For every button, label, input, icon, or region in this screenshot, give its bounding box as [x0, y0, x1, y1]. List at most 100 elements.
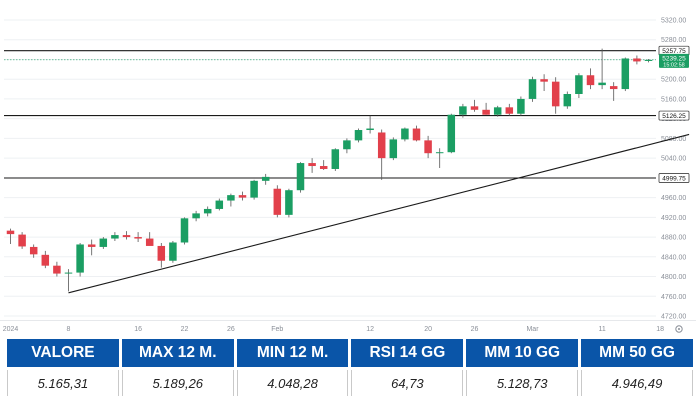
- y-tick-label: 4840.00: [661, 254, 686, 261]
- x-tick-label: Feb: [271, 326, 283, 333]
- candle-down: [586, 75, 595, 86]
- candle-up: [169, 242, 177, 261]
- candle-down: [157, 245, 166, 261]
- candle-down: [470, 106, 479, 110]
- candle-up: [401, 128, 409, 140]
- candle-down: [145, 238, 154, 246]
- candle-down: [505, 107, 514, 114]
- y-tick-label: 4960.00: [661, 195, 686, 202]
- candle-down: [122, 235, 131, 238]
- y-tick-label: 5080.00: [661, 136, 686, 143]
- candle-up: [111, 235, 119, 239]
- candle-up: [215, 200, 224, 209]
- x-tick-label: Mar: [526, 326, 539, 333]
- candle-down: [29, 246, 38, 255]
- candle-up: [517, 98, 525, 114]
- candle-up: [192, 213, 200, 219]
- y-tick-label: 4760.00: [661, 294, 686, 301]
- level-badge: [658, 173, 690, 183]
- x-tick-label: 16: [134, 326, 142, 333]
- settings-icon[interactable]: [675, 325, 683, 333]
- candle-up: [180, 218, 189, 243]
- candle-up: [528, 79, 537, 99]
- header-mm-50gg: MM 50 GG: [581, 339, 693, 367]
- trendline-group: [68, 133, 690, 294]
- candle-down: [41, 254, 50, 266]
- level-badge: [658, 110, 690, 121]
- value-rsi-14gg: 64,73: [351, 370, 464, 396]
- candle-down: [540, 79, 548, 82]
- candle-up: [203, 208, 212, 214]
- candle-up: [76, 244, 84, 273]
- candle-up: [493, 107, 502, 115]
- y-tick-label: 4880.00: [661, 235, 686, 242]
- candle-down: [53, 265, 61, 274]
- candle-up: [389, 139, 398, 159]
- header-mm-10gg: MM 10 GG: [466, 339, 579, 367]
- last-price-label: 5239.25: [662, 56, 686, 63]
- candle-down: [633, 58, 641, 62]
- candle-down: [308, 163, 316, 167]
- y-tick-label: 5280.00: [661, 37, 686, 44]
- header-rsi-14gg: RSI 14 GG: [351, 339, 464, 367]
- value-max-12m: 5.189,26: [121, 370, 234, 396]
- y-tick-label: 4720.00: [661, 314, 686, 321]
- price-chart: 5320.005280.005240.005200.005160.005120.…: [0, 18, 696, 333]
- value-mm-10gg: 5.128,73: [466, 370, 579, 396]
- candle-down: [238, 195, 247, 198]
- candle-down: [134, 237, 142, 239]
- candle-down: [87, 244, 96, 247]
- candle-down: [6, 230, 15, 235]
- x-tick-label: 26: [471, 326, 479, 333]
- level-badge-label: 5257.75: [662, 48, 686, 55]
- candle-up: [250, 180, 258, 198]
- x-tick-label: 12: [366, 326, 374, 333]
- value-mm-50gg: 4.946,49: [581, 370, 693, 396]
- candle-up: [366, 128, 374, 131]
- x-tick-label: 20: [424, 326, 432, 333]
- trendline: [68, 133, 690, 294]
- x-tick-label: 22: [181, 326, 189, 333]
- candle-down: [412, 128, 421, 141]
- candle-up: [447, 114, 456, 153]
- candle-down: [609, 86, 618, 90]
- candle-up: [296, 163, 305, 191]
- candle-down: [482, 109, 490, 115]
- candle-up: [261, 176, 270, 181]
- y-tick-label: 4800.00: [661, 274, 686, 281]
- y-tick-label: 5160.00: [661, 96, 686, 103]
- x-tick-label: 2024: [3, 326, 19, 333]
- stats-value-row: 5.165,31 5.189,26 4.048,28 64,73 5.128,7…: [7, 370, 693, 396]
- last-price-time: 15:02:58: [663, 62, 684, 68]
- candle-down: [424, 140, 432, 154]
- candle-up: [459, 106, 467, 115]
- level-badge-label: 5126.25: [662, 113, 686, 120]
- candle-up: [575, 75, 583, 94]
- candle-up: [435, 152, 444, 154]
- candle-up: [343, 140, 351, 150]
- x-tick-label: 26: [227, 326, 235, 333]
- candle-up: [563, 94, 572, 107]
- x-axis: 2024 8 16 22 26 Feb 12 20 26 Mar 11 18: [0, 320, 696, 333]
- candles: [6, 48, 653, 292]
- x-tick-label: 11: [598, 326, 605, 333]
- candle-up: [331, 149, 340, 169]
- candle-up: [64, 272, 73, 274]
- candle-up: [285, 190, 293, 215]
- value-min-12m: 4.048,28: [236, 370, 349, 396]
- candle-down: [377, 132, 386, 159]
- x-tick-label: 8: [67, 326, 71, 333]
- candle-up: [644, 59, 653, 61]
- candle-up: [621, 58, 630, 90]
- candle-up: [354, 130, 363, 141]
- header-valore: VALORE: [7, 339, 119, 367]
- candle-up: [598, 82, 606, 86]
- stats-table: VALORE MAX 12 M. MIN 12 M. RSI 14 GG MM …: [4, 336, 696, 398]
- candle-down: [273, 188, 282, 215]
- stats-header-row: VALORE MAX 12 M. MIN 12 M. RSI 14 GG MM …: [7, 339, 693, 367]
- y-tick-label: 5200.00: [661, 77, 686, 84]
- candle-up: [99, 238, 108, 247]
- y-tick-label: 4920.00: [661, 215, 686, 222]
- value-valore: 5.165,31: [7, 370, 119, 396]
